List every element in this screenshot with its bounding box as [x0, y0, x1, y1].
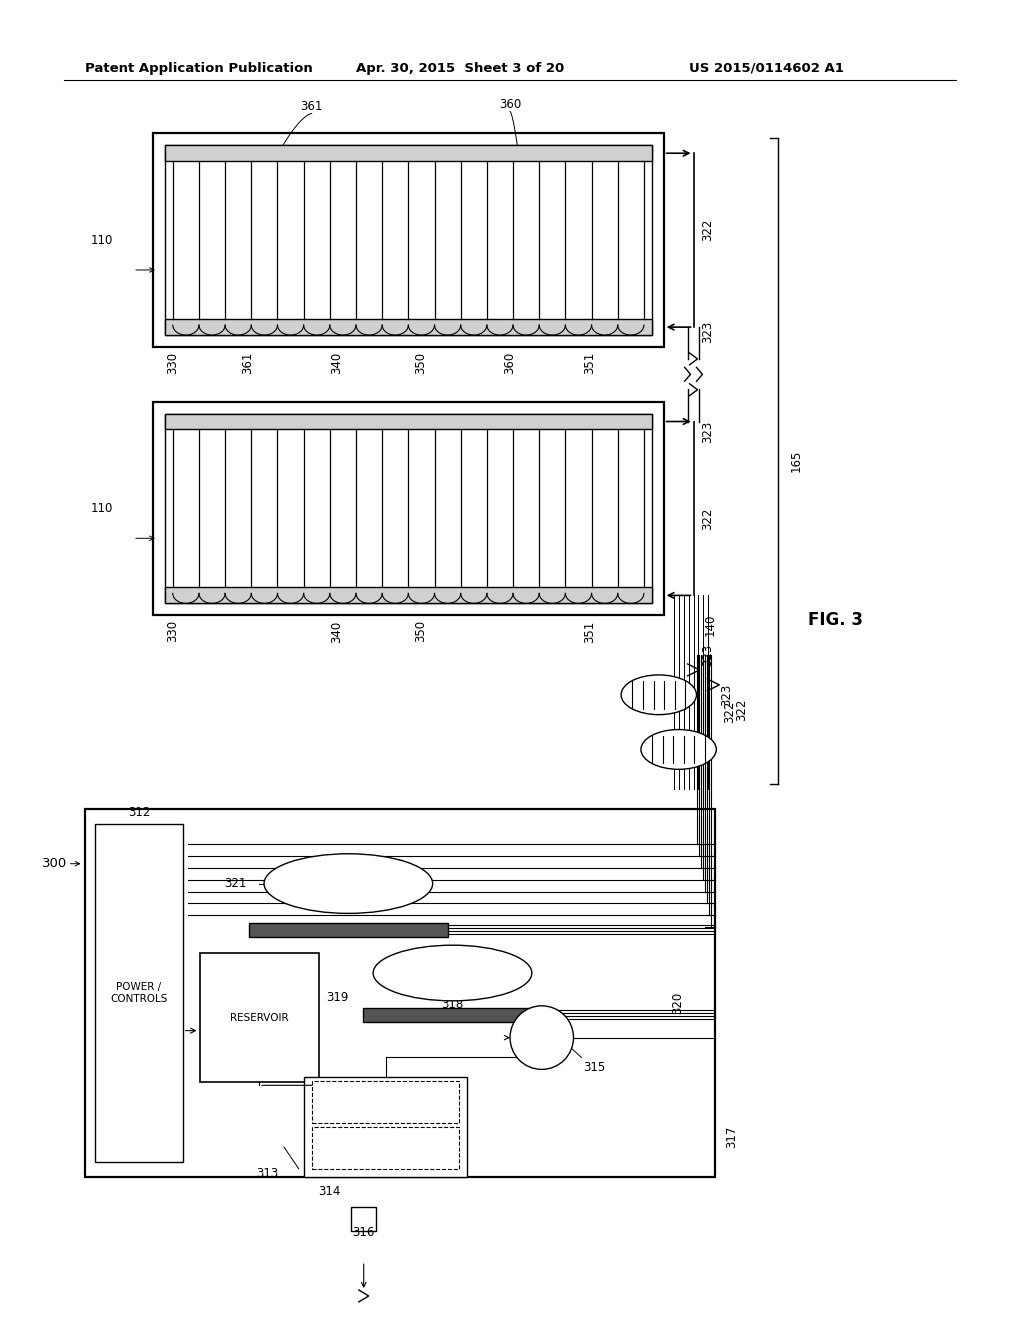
Ellipse shape — [264, 854, 433, 913]
Bar — [85, 809, 716, 1176]
Text: 351: 351 — [583, 620, 596, 643]
Text: 361: 361 — [241, 352, 254, 375]
Text: 320: 320 — [671, 991, 684, 1014]
Text: 317: 317 — [725, 1126, 738, 1148]
Ellipse shape — [641, 730, 717, 770]
Bar — [364, 1007, 552, 1022]
Text: 360: 360 — [504, 352, 516, 374]
Text: 322: 322 — [735, 698, 749, 721]
Text: US 2015/0114602 A1: US 2015/0114602 A1 — [688, 62, 844, 75]
Bar — [165, 413, 652, 603]
Text: 323: 323 — [701, 420, 715, 442]
Text: 312: 312 — [128, 807, 151, 818]
Text: FIG. 3: FIG. 3 — [808, 611, 862, 630]
Bar — [95, 824, 182, 1162]
Text: 360: 360 — [499, 99, 521, 111]
Text: 351: 351 — [583, 352, 596, 374]
Text: 322: 322 — [701, 507, 715, 529]
Text: 110: 110 — [91, 234, 114, 247]
Text: 313: 313 — [257, 1167, 279, 1180]
Circle shape — [510, 1006, 573, 1069]
Bar — [165, 319, 652, 335]
Ellipse shape — [373, 945, 531, 1001]
Text: 323: 323 — [720, 684, 733, 706]
Bar — [311, 1127, 460, 1168]
Text: 316: 316 — [352, 1226, 375, 1239]
Text: 318: 318 — [441, 998, 464, 1011]
Text: 361: 361 — [300, 100, 323, 114]
Bar — [311, 1081, 460, 1123]
Bar — [165, 413, 652, 429]
Bar — [304, 1077, 467, 1176]
Ellipse shape — [622, 675, 696, 714]
Text: Patent Application Publication: Patent Application Publication — [85, 62, 313, 75]
Bar — [153, 401, 664, 615]
Bar — [165, 145, 652, 161]
Bar — [153, 133, 664, 347]
Text: 350: 350 — [415, 620, 427, 643]
Text: 321: 321 — [224, 876, 246, 890]
Text: Apr. 30, 2015  Sheet 3 of 20: Apr. 30, 2015 Sheet 3 of 20 — [356, 62, 564, 75]
Text: 350: 350 — [415, 352, 427, 374]
Bar — [200, 953, 318, 1082]
Text: RESERVOIR: RESERVOIR — [229, 1012, 289, 1023]
Text: POWER /
CONTROLS: POWER / CONTROLS — [111, 982, 168, 1003]
Text: 315: 315 — [584, 1061, 605, 1074]
Bar — [249, 923, 447, 937]
Bar — [351, 1206, 376, 1232]
Text: 330: 330 — [166, 620, 179, 643]
Text: 300: 300 — [42, 857, 68, 870]
Text: 322: 322 — [723, 701, 736, 723]
Text: 140: 140 — [703, 614, 717, 636]
Text: 319: 319 — [327, 991, 349, 1005]
Text: 330: 330 — [166, 352, 179, 374]
Text: 110: 110 — [91, 502, 114, 515]
Bar — [165, 145, 652, 335]
Text: 323: 323 — [701, 644, 715, 667]
Text: 165: 165 — [790, 450, 803, 473]
Text: 340: 340 — [330, 620, 343, 643]
Text: 323: 323 — [701, 321, 715, 343]
Text: 314: 314 — [318, 1184, 341, 1197]
Bar — [165, 587, 652, 603]
Text: 322: 322 — [701, 219, 715, 242]
Text: 340: 340 — [330, 352, 343, 374]
